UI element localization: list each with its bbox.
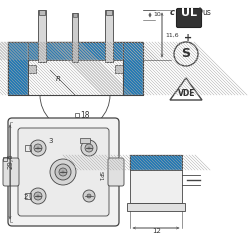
Circle shape (34, 144, 42, 152)
Bar (127, 203, 185, 211)
Circle shape (30, 140, 46, 156)
Text: R: R (56, 76, 60, 82)
Circle shape (85, 144, 93, 152)
FancyBboxPatch shape (176, 8, 202, 27)
FancyBboxPatch shape (18, 128, 109, 216)
Bar (105, 10, 113, 62)
Text: 2: 2 (24, 194, 28, 200)
Bar (72, 13, 78, 62)
Text: R: R (199, 7, 202, 11)
FancyBboxPatch shape (3, 158, 19, 186)
Bar (130, 155, 182, 170)
Bar (73, 13, 77, 17)
Bar (3, 157, 6, 161)
Bar (130, 155, 182, 203)
Text: S: S (181, 47, 190, 60)
Text: SP1: SP1 (98, 171, 103, 181)
Bar (8, 42, 28, 95)
Text: 12: 12 (152, 228, 161, 234)
FancyBboxPatch shape (108, 158, 124, 186)
Circle shape (50, 159, 76, 185)
Bar (28, 42, 123, 60)
Text: VDE: VDE (178, 89, 196, 98)
Bar (8, 42, 28, 95)
Bar (123, 42, 143, 95)
Circle shape (62, 171, 64, 173)
Bar (38, 10, 46, 62)
Text: 18: 18 (80, 111, 90, 121)
Text: UL: UL (181, 8, 197, 18)
Bar (8, 42, 28, 95)
Circle shape (81, 140, 97, 156)
Circle shape (83, 190, 95, 202)
Text: 3: 3 (48, 138, 52, 144)
Bar (8, 42, 143, 95)
Text: us: us (202, 8, 211, 17)
Bar (39, 10, 45, 15)
Circle shape (88, 146, 90, 149)
Bar (28, 42, 123, 60)
Circle shape (34, 192, 42, 200)
Circle shape (87, 194, 91, 198)
Text: 10: 10 (153, 12, 161, 16)
Circle shape (59, 168, 67, 176)
Bar (80, 138, 90, 143)
Bar (123, 42, 143, 95)
Circle shape (36, 195, 40, 197)
Text: 11,6: 11,6 (165, 32, 178, 38)
Bar (106, 10, 112, 15)
Circle shape (55, 164, 71, 180)
FancyBboxPatch shape (8, 118, 119, 226)
Bar (123, 42, 143, 95)
Bar (28, 65, 36, 73)
Circle shape (36, 146, 40, 149)
Bar (130, 155, 182, 170)
Bar (75, 113, 78, 117)
Circle shape (30, 188, 46, 204)
Text: +: + (184, 33, 192, 43)
Bar (28, 42, 123, 60)
Text: c: c (170, 8, 175, 17)
Text: 29,6: 29,6 (8, 153, 14, 169)
Bar (130, 155, 182, 170)
Bar (115, 65, 123, 73)
